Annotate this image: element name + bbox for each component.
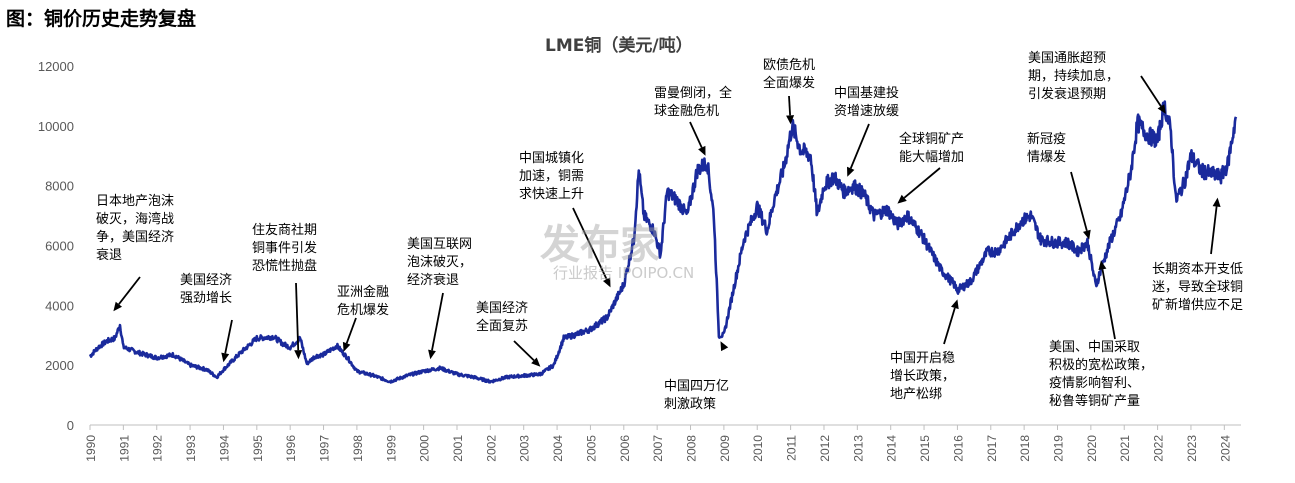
- annotation-note: 长期资本开支低 迷，导致全球铜 矿新增供应不足: [1152, 262, 1244, 313]
- x-tick-label: 2016: [951, 435, 965, 462]
- x-tick-label: 1997: [318, 435, 332, 462]
- x-tick-label: 1999: [384, 435, 398, 462]
- watermark-text: 行业报告 IPOIPO.CN: [553, 264, 695, 282]
- annotation-note: 新冠疫 情爆发: [1027, 132, 1067, 165]
- annotation-arrowhead: [531, 357, 541, 367]
- x-tick-label: 1990: [84, 435, 98, 462]
- x-tick-label: 2005: [584, 435, 598, 462]
- copper-price-line: [88, 100, 1238, 384]
- annotation-arrowhead: [342, 341, 351, 352]
- annotation-arrowhead: [1212, 197, 1221, 207]
- figure-title: 图：铜价历史走势复盘: [6, 8, 197, 30]
- x-tick-label: 2008: [685, 435, 699, 462]
- y-tick-label: 10000: [38, 119, 74, 134]
- annotation-note: 全球铜矿产 能大幅增加: [899, 132, 965, 165]
- x-tick-label: 1998: [351, 435, 365, 462]
- annotation-note: 美国通胀超预 期，持续加息， 引发衰退预期: [1028, 51, 1120, 102]
- y-tick-label: 8000: [45, 179, 74, 194]
- annotation-arrowhead: [698, 145, 706, 156]
- x-tick-label: 1995: [251, 435, 265, 462]
- x-tick-label: 2022: [1152, 435, 1166, 462]
- annotation-note: 住友商社期 铜事件引发 恐慌性抛盘: [252, 223, 318, 274]
- annotation-arrow: [1140, 75, 1162, 107]
- y-tick-label: 4000: [45, 298, 74, 313]
- annotation-note: 雷曼倒闭，全 球金融危机: [654, 86, 733, 119]
- x-tick-label: 2023: [1185, 435, 1199, 462]
- y-tick-label: 2000: [45, 358, 74, 373]
- annotation-arrow: [1210, 206, 1218, 255]
- annotation-arrowhead: [951, 299, 959, 310]
- annotation-arrowhead: [603, 277, 611, 288]
- x-tick-label: 2002: [484, 435, 498, 462]
- annotation-arrow: [224, 319, 233, 354]
- annotation-arrowhead: [428, 349, 436, 360]
- x-tick-label: 2021: [1118, 435, 1132, 462]
- annotation-note: 亚洲金融 危机爆发: [337, 285, 390, 318]
- x-tick-label: 1991: [117, 435, 131, 462]
- x-tick-label: 2007: [651, 435, 665, 462]
- annotation-note: 欧债危机 全面爆发: [763, 58, 816, 91]
- x-tick-label: 2015: [918, 435, 932, 462]
- x-tick-label: 2013: [851, 435, 865, 462]
- annotation-arrow: [513, 340, 535, 362]
- x-tick-label: 2019: [1052, 435, 1066, 462]
- x-tick-label: 1993: [184, 435, 198, 462]
- x-tick-label: 2017: [985, 435, 999, 462]
- x-tick-label: 1994: [217, 435, 231, 462]
- annotation-note: 美国、中国采取 积极的宽松政策， 疫情影响智利、 秘鲁等铜矿产量: [1049, 340, 1154, 409]
- annotation-arrowhead: [897, 194, 907, 204]
- annotation-arrowhead: [294, 350, 303, 360]
- x-tick-label: 2024: [1218, 435, 1232, 462]
- x-tick-label: 2011: [785, 435, 799, 461]
- x-tick-label: 2012: [818, 435, 832, 462]
- y-tick-label: 6000: [45, 239, 74, 254]
- annotation-arrowhead: [786, 115, 795, 125]
- annotation-arrowhead: [847, 166, 855, 177]
- x-tick-label: 2010: [751, 435, 765, 462]
- x-tick-label: 2004: [551, 435, 565, 462]
- annotation-arrowhead: [720, 341, 729, 352]
- annotation-arrow: [1070, 171, 1088, 232]
- annotation-arrow: [295, 282, 300, 351]
- annotation-arrow: [431, 292, 444, 351]
- chart-title: LME铜（美元/吨）: [545, 36, 693, 56]
- annotation-note: 美国经济 全面复苏: [476, 301, 529, 334]
- annotation-arrow: [345, 317, 357, 344]
- x-tick-label: 2018: [1018, 435, 1032, 462]
- x-tick-label: 2020: [1085, 435, 1099, 462]
- annotation-arrowhead: [1157, 104, 1166, 114]
- x-tick-label: 2009: [718, 435, 732, 462]
- annotation-arrow: [903, 167, 941, 199]
- annotation-arrow: [118, 276, 141, 305]
- x-tick-label: 1992: [151, 435, 165, 462]
- annotation-arrowhead: [1098, 260, 1107, 270]
- annotation-arrow: [849, 123, 870, 169]
- annotation-note: 中国基建投 资增速放缓: [834, 86, 900, 119]
- annotation-arrow: [689, 121, 703, 148]
- x-tick-label: 2003: [518, 435, 532, 462]
- annotation-arrow: [572, 207, 608, 280]
- annotation-arrowhead: [1083, 229, 1091, 240]
- annotation-arrowhead: [113, 301, 122, 312]
- annotation-arrow: [943, 307, 956, 345]
- annotation-note: 中国城镇化 加速，铜需 求快速上升: [519, 151, 585, 202]
- x-tick-label: 2006: [618, 435, 632, 462]
- annotation-arrowhead: [221, 352, 230, 363]
- annotation-note: 中国开启稳 增长政策， 地产松绑: [890, 351, 956, 402]
- annotation-arrow: [1101, 269, 1116, 340]
- annotation-note: 中国四万亿 刺激政策: [664, 379, 730, 412]
- x-tick-label: 1996: [284, 435, 298, 462]
- watermark-logo: 发布家: [540, 222, 660, 268]
- x-tick-label: 2000: [418, 435, 432, 462]
- annotation-arrow: [788, 95, 791, 116]
- annotation-note: 美国经济 强劲增长: [180, 273, 233, 306]
- annotation-note: 日本地产泡沫 破灭，海湾战 争，美国经济 衰退: [96, 194, 175, 263]
- x-tick-label: 2014: [885, 435, 899, 462]
- x-tick-label: 2001: [451, 435, 465, 462]
- annotation-note: 美国互联网 泡沫破灭， 经济衰退: [407, 237, 473, 288]
- y-tick-label: 0: [67, 418, 74, 433]
- y-tick-label: 12000: [38, 59, 74, 74]
